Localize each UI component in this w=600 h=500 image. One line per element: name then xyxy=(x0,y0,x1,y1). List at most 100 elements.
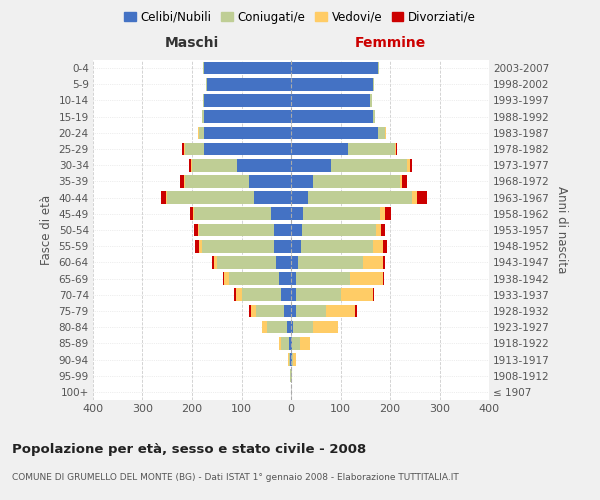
Bar xyxy=(363,256,383,268)
Bar xyxy=(296,288,341,301)
Bar xyxy=(380,208,385,220)
Bar xyxy=(217,256,276,268)
Bar xyxy=(224,272,229,285)
Text: Popolazione per età, sesso e stato civile - 2008: Popolazione per età, sesso e stato civil… xyxy=(12,442,366,456)
Bar xyxy=(234,288,236,301)
Bar xyxy=(377,62,379,74)
Bar xyxy=(298,256,363,268)
Bar xyxy=(274,240,291,252)
Bar xyxy=(383,256,385,268)
Bar xyxy=(207,78,291,90)
Bar xyxy=(287,321,291,334)
Bar xyxy=(291,240,301,252)
Bar xyxy=(291,126,377,139)
Bar xyxy=(331,159,407,172)
Bar xyxy=(287,353,289,366)
Bar xyxy=(381,224,385,236)
Bar xyxy=(212,256,214,268)
Legend: Celibi/Nubili, Coniugati/e, Vedovi/e, Divorziati/e: Celibi/Nubili, Coniugati/e, Vedovi/e, Di… xyxy=(119,6,481,28)
Bar xyxy=(278,337,281,349)
Bar xyxy=(249,304,251,318)
Bar xyxy=(179,175,184,188)
Bar xyxy=(291,78,373,90)
Bar xyxy=(385,126,386,139)
Bar xyxy=(202,110,205,123)
Bar xyxy=(242,288,281,301)
Bar xyxy=(190,208,193,220)
Bar xyxy=(373,240,383,252)
Bar xyxy=(281,288,291,301)
Bar xyxy=(302,224,376,236)
Bar xyxy=(191,159,192,172)
Bar xyxy=(262,321,267,334)
Bar xyxy=(284,304,291,318)
Bar xyxy=(251,304,256,318)
Bar xyxy=(291,272,296,285)
Bar xyxy=(229,272,278,285)
Bar xyxy=(205,142,291,156)
Text: Femmine: Femmine xyxy=(355,36,425,50)
Bar xyxy=(407,159,410,172)
Bar xyxy=(291,192,308,204)
Bar xyxy=(291,288,296,301)
Bar xyxy=(291,304,296,318)
Bar xyxy=(184,142,185,156)
Bar xyxy=(290,353,291,366)
Bar xyxy=(341,288,373,301)
Bar xyxy=(350,272,383,285)
Bar xyxy=(166,192,167,204)
Bar xyxy=(193,208,194,220)
Bar xyxy=(376,224,381,236)
Bar xyxy=(194,224,199,236)
Bar xyxy=(185,142,205,156)
Bar xyxy=(202,240,274,252)
Bar xyxy=(308,192,412,204)
Bar xyxy=(383,240,386,252)
Bar xyxy=(256,304,284,318)
Bar xyxy=(373,288,374,301)
Bar xyxy=(161,192,166,204)
Bar xyxy=(223,272,224,285)
Bar xyxy=(192,159,236,172)
Bar xyxy=(291,142,348,156)
Bar xyxy=(249,175,291,188)
Bar xyxy=(373,78,374,90)
Bar xyxy=(236,288,242,301)
Bar xyxy=(281,337,289,349)
Bar xyxy=(296,272,350,285)
Bar xyxy=(313,321,338,334)
Bar xyxy=(203,62,205,74)
Bar xyxy=(385,208,391,220)
Bar xyxy=(205,62,291,74)
Bar xyxy=(355,304,357,318)
Bar xyxy=(188,159,191,172)
Bar xyxy=(205,110,291,123)
Bar xyxy=(184,175,185,188)
Bar xyxy=(182,142,184,156)
Bar xyxy=(203,94,205,107)
Bar xyxy=(417,192,427,204)
Bar xyxy=(395,142,396,156)
Bar xyxy=(194,208,271,220)
Bar xyxy=(370,94,371,107)
Bar xyxy=(199,224,274,236)
Bar xyxy=(293,321,313,334)
Bar xyxy=(313,175,400,188)
Bar xyxy=(199,126,205,139)
Bar xyxy=(293,353,296,366)
Bar xyxy=(291,175,313,188)
Text: Maschi: Maschi xyxy=(165,36,219,50)
Bar xyxy=(348,142,395,156)
Text: COMUNE DI GRUMELLO DEL MONTE (BG) - Dati ISTAT 1° gennaio 2008 - Elaborazione TU: COMUNE DI GRUMELLO DEL MONTE (BG) - Dati… xyxy=(12,472,459,482)
Bar xyxy=(205,126,291,139)
Bar xyxy=(412,192,417,204)
Bar xyxy=(289,337,291,349)
Bar xyxy=(291,208,304,220)
Bar xyxy=(278,272,291,285)
Bar xyxy=(291,337,292,349)
Bar xyxy=(304,208,380,220)
Bar xyxy=(396,142,397,156)
Y-axis label: Fasce di età: Fasce di età xyxy=(40,195,53,265)
Bar xyxy=(206,78,207,90)
Bar xyxy=(276,256,291,268)
